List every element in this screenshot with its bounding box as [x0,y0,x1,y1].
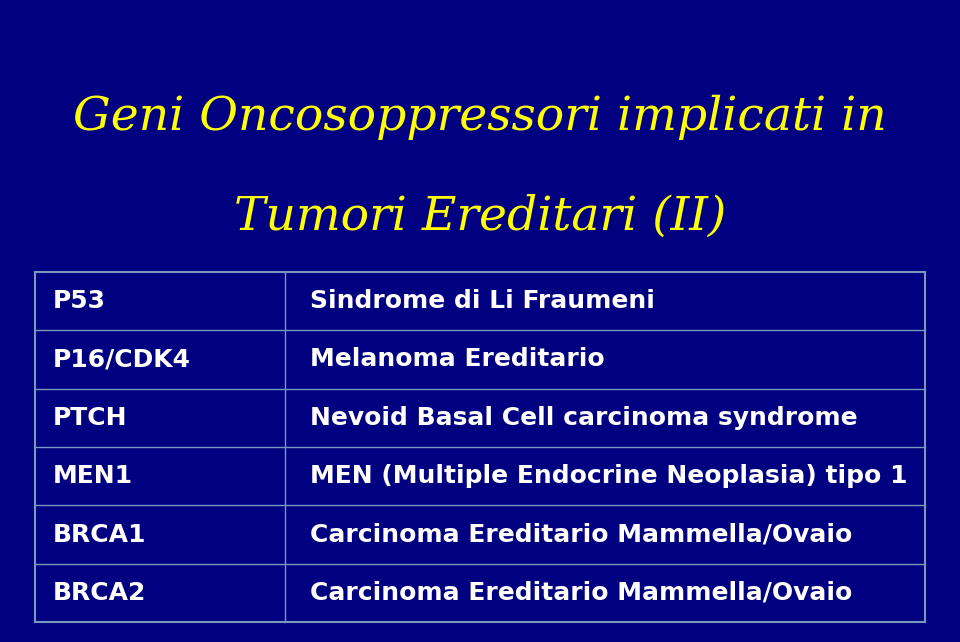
Text: Carcinoma Ereditario Mammella/Ovaio: Carcinoma Ereditario Mammella/Ovaio [310,581,852,605]
Text: Tumori Ereditari (II): Tumori Ereditari (II) [234,195,726,239]
Text: PTCH: PTCH [53,406,128,430]
Text: Melanoma Ereditario: Melanoma Ereditario [310,347,605,372]
Text: Carcinoma Ereditario Mammella/Ovaio: Carcinoma Ereditario Mammella/Ovaio [310,523,852,546]
Bar [35,272,925,622]
Text: P16/CDK4: P16/CDK4 [53,347,191,372]
Text: BRCA2: BRCA2 [53,581,146,605]
Text: Sindrome di Li Fraumeni: Sindrome di Li Fraumeni [310,289,655,313]
Text: MEN1: MEN1 [53,464,133,488]
Text: Nevoid Basal Cell carcinoma syndrome: Nevoid Basal Cell carcinoma syndrome [310,406,857,430]
Text: BRCA1: BRCA1 [53,523,147,546]
Text: MEN (Multiple Endocrine Neoplasia) tipo 1: MEN (Multiple Endocrine Neoplasia) tipo … [310,464,907,488]
Text: P53: P53 [53,289,106,313]
Text: Geni Oncosoppressori implicati in: Geni Oncosoppressori implicati in [73,94,887,139]
